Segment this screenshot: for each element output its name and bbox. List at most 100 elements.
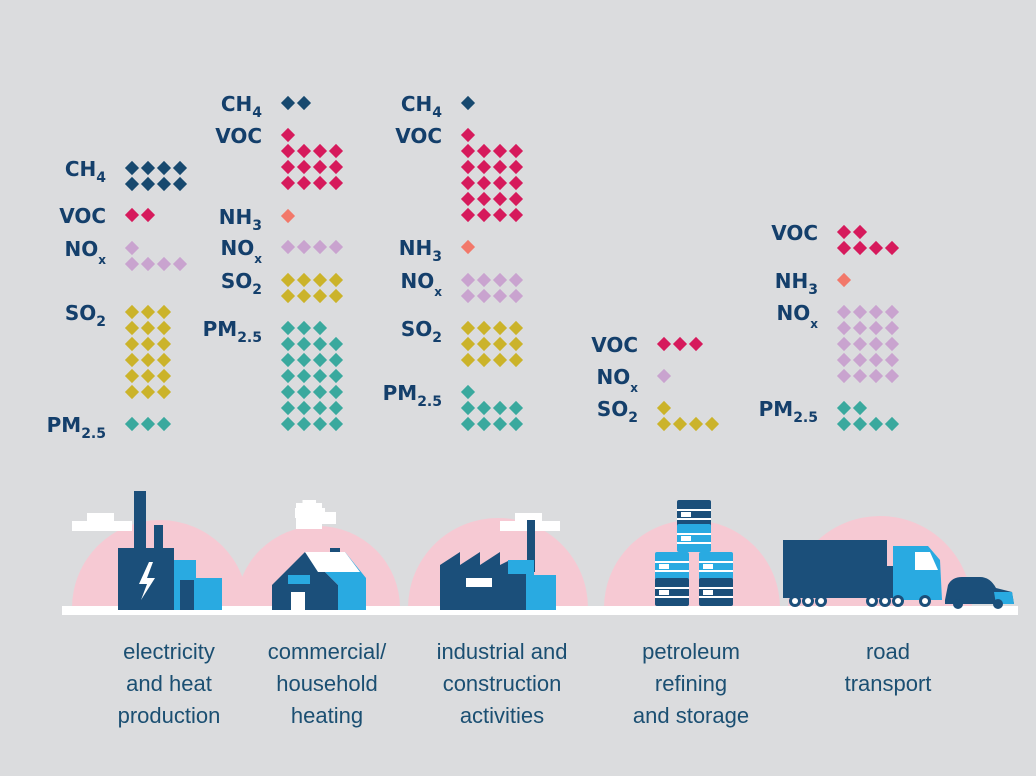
label-voc: VOC: [322, 125, 442, 147]
voc-dot: [280, 159, 296, 175]
nox-dot: [884, 320, 900, 336]
nox-dot: [476, 272, 492, 288]
label-subscript: 2: [96, 314, 106, 330]
nox-dot: [124, 240, 140, 256]
pm-dot: [328, 336, 344, 352]
label-main: SO: [64, 301, 97, 325]
nox-dot: [656, 368, 672, 384]
voc-dot: [140, 207, 156, 223]
so2-dot: [280, 272, 296, 288]
pm-dot: [852, 416, 868, 432]
ch4-dot: [172, 160, 188, 176]
nox-dot: [868, 336, 884, 352]
label-subscript: 2.5: [793, 410, 818, 426]
pm-dot: [508, 400, 524, 416]
so2-dot: [460, 336, 476, 352]
house-icon: [272, 503, 366, 610]
arch-background: [604, 520, 780, 608]
truck-and-car-icon: [783, 540, 1014, 609]
label-main: NO: [64, 237, 99, 261]
pm-dot: [852, 400, 868, 416]
so2-dot: [140, 336, 156, 352]
so2-dot: [156, 336, 172, 352]
label-main: VOC: [215, 124, 262, 148]
label-nh3: NH3: [142, 205, 262, 234]
so2-dot: [296, 272, 312, 288]
oil-barrels-icon: [655, 500, 733, 606]
sector-2-dots: [460, 95, 524, 432]
voc-dot: [312, 175, 328, 191]
pm-dot: [328, 368, 344, 384]
label-main: PM: [202, 317, 238, 341]
label-main: CH: [64, 157, 97, 181]
voc-dot: [296, 159, 312, 175]
label-ch4: CH4: [142, 93, 262, 121]
label-subscript: 2: [432, 330, 442, 346]
so2-dot: [508, 352, 524, 368]
cloud-icon: [72, 513, 132, 531]
voc-dot: [852, 224, 868, 240]
label-main: PM: [46, 413, 82, 437]
nox-dot: [852, 336, 868, 352]
label-main: NO: [400, 269, 435, 293]
voc-dot: [508, 159, 524, 175]
nox-dot: [460, 288, 476, 304]
label-main: SO: [220, 269, 253, 293]
label-ch4: CH4: [322, 93, 442, 121]
pm-dot: [296, 320, 312, 336]
label-subscript: 3: [252, 218, 262, 234]
voc-dot: [280, 143, 296, 159]
caption-line: and heat: [126, 671, 212, 696]
so2-dot: [140, 352, 156, 368]
voc-dot: [508, 175, 524, 191]
voc-dot: [328, 175, 344, 191]
sector-3-dots: [656, 336, 720, 432]
label-subscript: 2.5: [81, 426, 106, 442]
so2-dot: [124, 368, 140, 384]
voc-dot: [280, 127, 296, 143]
so2-dot: [328, 288, 344, 304]
label-main: NO: [220, 236, 255, 260]
voc-dot: [508, 207, 524, 223]
sector-caption: road transport: [798, 636, 978, 700]
ch4-dot: [156, 160, 172, 176]
label-main: SO: [596, 397, 629, 421]
so2-dot: [296, 288, 312, 304]
voc-dot: [656, 336, 672, 352]
label-subscript: x: [630, 381, 638, 395]
pm-dot: [312, 320, 328, 336]
pm-dot: [312, 336, 328, 352]
nox-dot: [852, 368, 868, 384]
label-nh3: NH3: [322, 237, 442, 265]
label-subscript: 2.5: [417, 394, 442, 410]
pm-dot: [328, 400, 344, 416]
so2-dot: [124, 384, 140, 400]
so2-dot: [476, 336, 492, 352]
so2-dot: [492, 320, 508, 336]
nh3-dot: [280, 208, 296, 224]
so2-dot: [156, 352, 172, 368]
label-voc: VOC: [698, 222, 818, 244]
label-subscript: 2.5: [237, 330, 262, 346]
label-main: NH: [218, 205, 253, 229]
ground-line: [62, 606, 1018, 615]
label-main: PM: [758, 397, 794, 421]
sector-caption: industrial and construction activities: [412, 636, 592, 732]
nox-dot: [508, 288, 524, 304]
nox-dot: [460, 272, 476, 288]
pm-dot: [508, 416, 524, 432]
label-nh3: NH3: [698, 270, 818, 298]
voc-dot: [508, 143, 524, 159]
so2-dot: [508, 336, 524, 352]
so2-dot: [476, 320, 492, 336]
voc-dot: [492, 159, 508, 175]
caption-line: industrial and: [436, 639, 568, 664]
so2-dot: [156, 320, 172, 336]
pm-dot: [312, 384, 328, 400]
label-nox: NOx: [322, 269, 443, 299]
label-voc: VOC: [518, 334, 638, 356]
so2-dot: [280, 288, 296, 304]
pm-dot: [280, 352, 296, 368]
label-subscript: x: [254, 252, 262, 266]
so2-dot: [492, 336, 508, 352]
